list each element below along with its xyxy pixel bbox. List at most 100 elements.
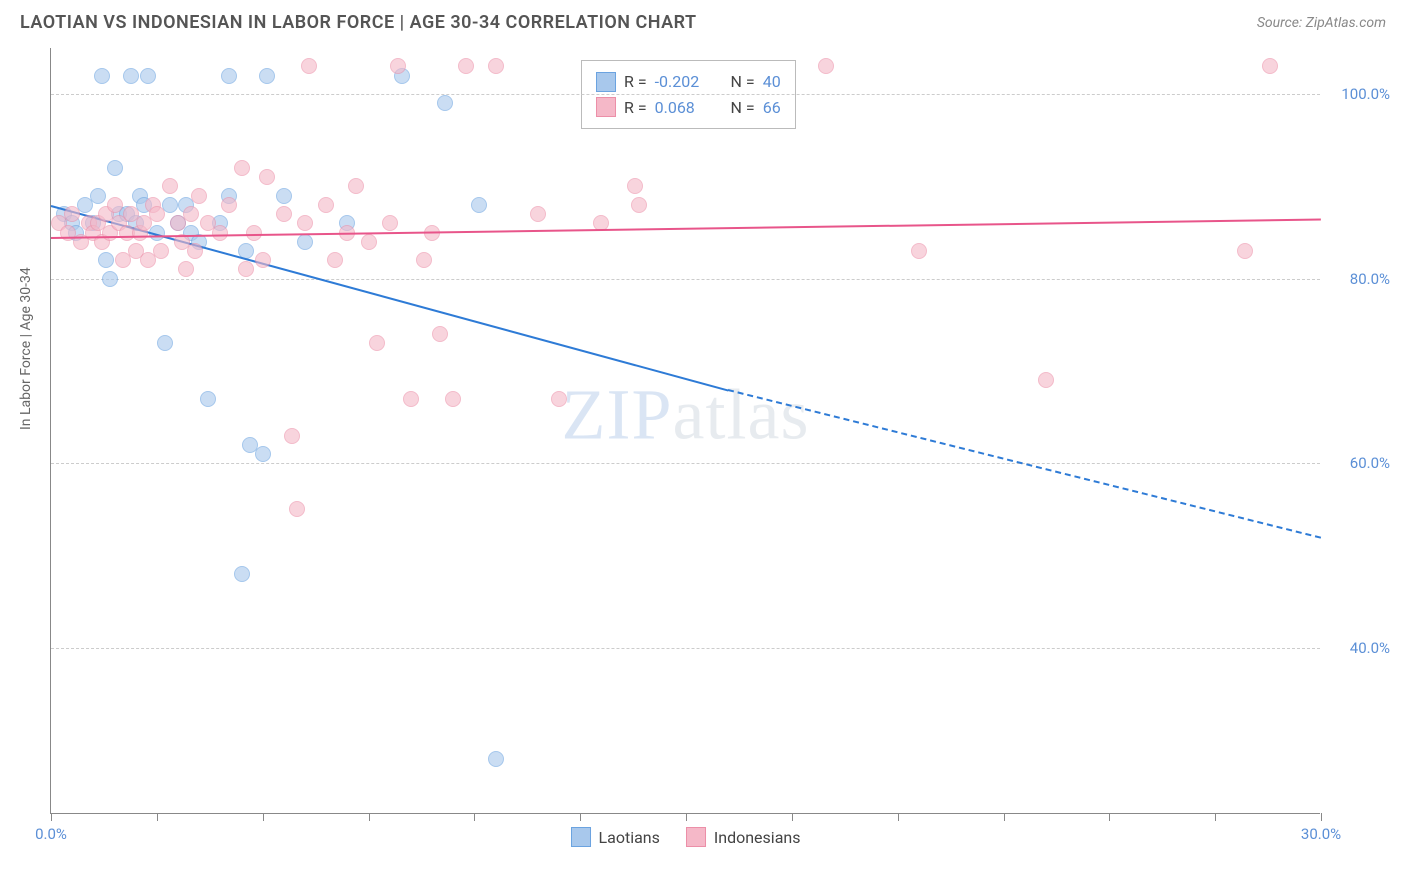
data-point <box>488 751 504 767</box>
data-point <box>301 58 317 74</box>
data-point <box>234 566 250 582</box>
legend-swatch <box>596 97 616 117</box>
gridline <box>51 648 1320 649</box>
gridline <box>51 463 1320 464</box>
trend-line <box>51 219 1321 239</box>
data-point <box>361 234 377 250</box>
data-point <box>1038 372 1054 388</box>
data-point <box>289 501 305 517</box>
legend-swatch <box>686 827 706 847</box>
data-point <box>369 335 385 351</box>
data-point <box>162 178 178 194</box>
x-tick-label: 30.0% <box>1301 825 1341 843</box>
legend-swatch <box>596 72 616 92</box>
data-point <box>221 197 237 213</box>
gridline <box>51 94 1320 95</box>
data-point <box>437 95 453 111</box>
legend-r-value: 0.068 <box>655 95 715 121</box>
x-tick-label: 0.0% <box>35 825 67 843</box>
x-tick <box>51 813 52 821</box>
data-point <box>551 391 567 407</box>
legend-r-label: R = <box>624 69 647 95</box>
data-point <box>191 188 207 204</box>
data-point <box>246 225 262 241</box>
legend-r-value: -0.202 <box>655 69 715 95</box>
data-point <box>90 188 106 204</box>
data-point <box>276 188 292 204</box>
legend-row: R = -0.202 N = 40 <box>596 69 781 95</box>
data-point <box>259 68 275 84</box>
x-tick <box>369 813 370 821</box>
data-point <box>530 206 546 222</box>
legend-n-value: 40 <box>763 69 781 95</box>
data-point <box>327 252 343 268</box>
data-point <box>348 178 364 194</box>
data-point <box>382 215 398 231</box>
y-tick-label: 100.0% <box>1341 85 1390 103</box>
data-point <box>318 197 334 213</box>
watermark-bold: ZIP <box>562 375 673 455</box>
legend-row: R = 0.068 N = 66 <box>596 95 781 121</box>
series-name: Laotians <box>599 828 660 847</box>
data-point <box>627 178 643 194</box>
x-tick <box>686 813 687 821</box>
gridline <box>51 279 1320 280</box>
x-tick <box>1321 813 1322 821</box>
data-point <box>107 160 123 176</box>
source-attribution: Source: ZipAtlas.com <box>1257 15 1386 31</box>
data-point <box>276 206 292 222</box>
data-point <box>471 197 487 213</box>
legend-swatch <box>571 827 591 847</box>
watermark-thin: atlas <box>673 375 810 455</box>
x-tick <box>1215 813 1216 821</box>
data-point <box>157 335 173 351</box>
data-point <box>458 58 474 74</box>
data-point <box>911 243 927 259</box>
chart-title: LAOTIAN VS INDONESIAN IN LABOR FORCE | A… <box>20 12 697 33</box>
series-legend: Laotians Indonesians <box>571 827 801 847</box>
x-tick <box>263 813 264 821</box>
data-point <box>178 261 194 277</box>
data-point <box>255 252 271 268</box>
x-tick <box>580 813 581 821</box>
y-tick-label: 80.0% <box>1350 270 1390 288</box>
data-point <box>183 206 199 222</box>
data-point <box>140 68 156 84</box>
bottom-legend-item: Laotians <box>571 827 660 847</box>
data-point <box>390 58 406 74</box>
x-tick <box>792 813 793 821</box>
data-point <box>416 252 432 268</box>
legend-n-value: 66 <box>763 95 781 121</box>
y-axis-label: In Labor Force | Age 30-34 <box>18 267 34 430</box>
data-point <box>234 160 250 176</box>
scatter-chart: ZIPatlas R = -0.202 N = 40R = 0.068 N = … <box>50 48 1320 814</box>
legend-n-label: N = <box>723 95 755 121</box>
data-point <box>818 58 834 74</box>
data-point <box>631 197 647 213</box>
x-tick <box>474 813 475 821</box>
x-tick <box>898 813 899 821</box>
data-point <box>98 252 114 268</box>
data-point <box>1262 58 1278 74</box>
data-point <box>221 68 237 84</box>
data-point <box>153 243 169 259</box>
data-point <box>445 391 461 407</box>
data-point <box>488 58 504 74</box>
data-point <box>149 206 165 222</box>
data-point <box>432 326 448 342</box>
data-point <box>64 206 80 222</box>
data-point <box>238 261 254 277</box>
x-tick <box>1109 813 1110 821</box>
x-tick <box>1004 813 1005 821</box>
data-point <box>297 234 313 250</box>
data-point <box>212 225 228 241</box>
watermark: ZIPatlas <box>562 374 810 457</box>
series-name: Indonesians <box>714 828 801 847</box>
bottom-legend-item: Indonesians <box>686 827 801 847</box>
y-tick-label: 60.0% <box>1350 454 1390 472</box>
data-point <box>1237 243 1253 259</box>
data-point <box>94 68 110 84</box>
data-point <box>297 215 313 231</box>
data-point <box>259 169 275 185</box>
data-point <box>187 243 203 259</box>
